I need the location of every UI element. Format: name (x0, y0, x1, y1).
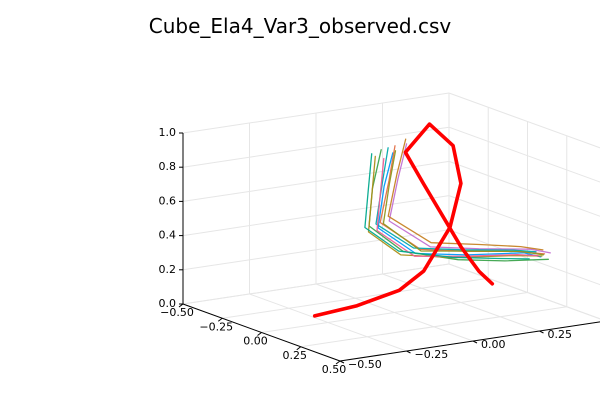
z-tick-label: 0.6 (159, 194, 177, 207)
y-tick-mark (472, 340, 478, 344)
series-line-8 (387, 138, 544, 251)
series-line-7 (376, 157, 539, 257)
grid-lines (182, 92, 600, 362)
y-tick-label: −0.25 (415, 348, 449, 361)
x-tick-label: −0.50 (160, 306, 194, 319)
z-tick-label: 1.0 (159, 126, 177, 139)
y-tick-mark (406, 350, 411, 354)
grid-line (182, 263, 450, 305)
chart-title: Cube_Ela4_Var3_observed.csv (149, 14, 452, 38)
grid-line (448, 263, 600, 320)
x-tick-mark (296, 346, 302, 351)
x-tick-mark (335, 360, 341, 365)
series-line-5 (367, 155, 543, 259)
series-line-10 (382, 150, 545, 256)
grid-line (182, 92, 450, 134)
reference-trajectory-line (312, 122, 495, 318)
y-tick-label: 0.00 (481, 338, 506, 351)
series-line-2 (379, 145, 546, 255)
axes (178, 132, 600, 365)
x-tick-label: −0.25 (199, 320, 233, 333)
x-tick-label: 0.25 (283, 349, 308, 362)
z-tick-label: 0.4 (159, 229, 177, 242)
series-line-4 (388, 143, 551, 254)
grid-line (249, 293, 407, 352)
y-tick-mark (539, 330, 544, 334)
x-tick-mark (217, 317, 223, 322)
grid-line (448, 126, 600, 183)
y-tick-label: 0.25 (548, 328, 573, 341)
x-tick-mark (257, 332, 262, 336)
z-tick-label: 0.8 (159, 160, 177, 173)
series-line-6 (375, 147, 537, 253)
grid-line (182, 126, 450, 168)
y-tick-label: −0.50 (348, 358, 382, 371)
z-tick-label: 0.0 (159, 297, 177, 310)
grid-line (448, 160, 600, 217)
grid-line (315, 283, 474, 342)
x-tick-label: 0.00 (243, 335, 268, 348)
series-line-9 (364, 153, 530, 260)
grid-line (448, 195, 600, 251)
grid-line (182, 229, 450, 271)
z-tick-label: 0.2 (159, 263, 177, 276)
grid-line (448, 92, 600, 149)
x-tick-label: 0.50 (322, 363, 347, 376)
series-lines (312, 122, 551, 318)
grid-line (182, 195, 450, 237)
grid-line (182, 160, 450, 202)
y-tick-mark (339, 360, 345, 364)
tick-labels: −0.50−0.250.000.250.50 −0.50−0.250.000.25… (159, 126, 573, 376)
